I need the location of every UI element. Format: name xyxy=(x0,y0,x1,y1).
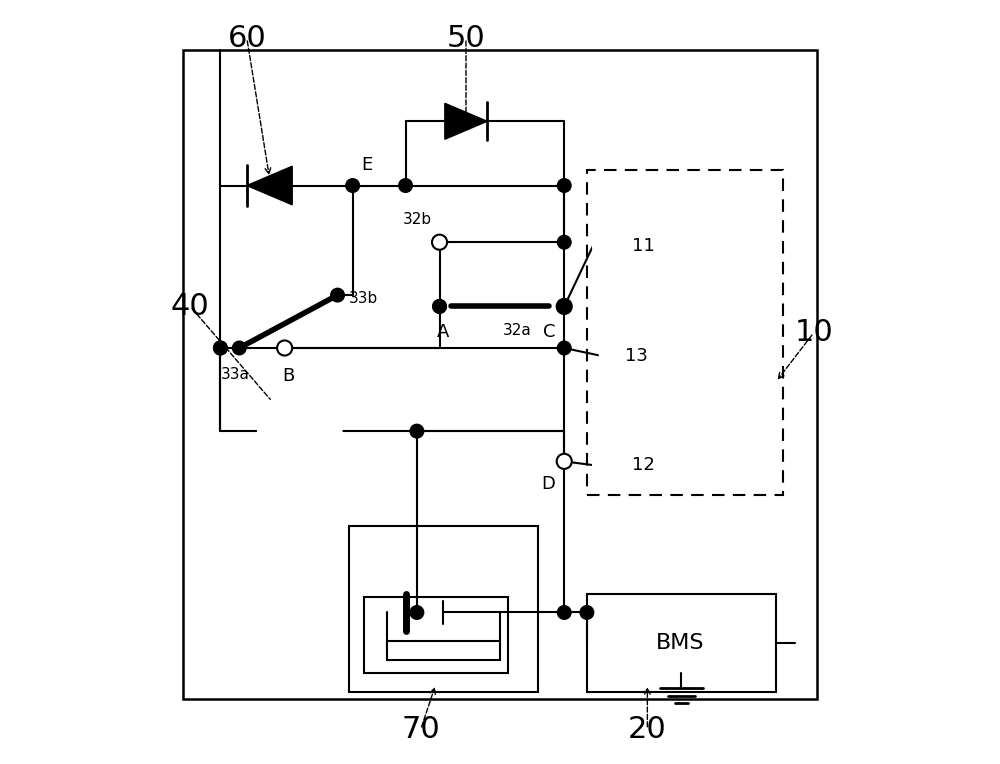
Circle shape xyxy=(600,346,619,365)
Circle shape xyxy=(399,179,412,193)
Bar xyxy=(387,641,500,659)
Circle shape xyxy=(214,342,227,354)
Text: 32b: 32b xyxy=(403,212,432,227)
Circle shape xyxy=(433,299,446,313)
Text: 12: 12 xyxy=(632,456,655,474)
Text: BMS: BMS xyxy=(656,633,704,652)
Circle shape xyxy=(258,390,341,473)
Text: 60: 60 xyxy=(227,24,266,53)
Polygon shape xyxy=(247,167,292,205)
Text: C: C xyxy=(543,323,555,341)
Text: 32a: 32a xyxy=(503,323,531,338)
Text: 33b: 33b xyxy=(349,291,378,306)
Bar xyxy=(183,50,817,699)
Text: −: − xyxy=(602,456,617,474)
Bar xyxy=(364,597,508,673)
Circle shape xyxy=(557,179,571,193)
Text: A: A xyxy=(437,323,450,341)
Text: 10: 10 xyxy=(794,319,833,348)
Circle shape xyxy=(331,288,344,302)
Polygon shape xyxy=(445,103,487,139)
Circle shape xyxy=(346,179,359,193)
Circle shape xyxy=(433,299,446,313)
Circle shape xyxy=(557,606,571,620)
Text: 11: 11 xyxy=(632,237,655,255)
Text: D: D xyxy=(541,475,555,493)
Circle shape xyxy=(232,342,246,354)
Circle shape xyxy=(557,342,571,354)
Text: B: B xyxy=(282,367,295,385)
Circle shape xyxy=(214,342,227,354)
Text: 33a: 33a xyxy=(221,367,250,382)
Circle shape xyxy=(410,424,424,438)
Circle shape xyxy=(557,235,571,249)
Text: 70: 70 xyxy=(401,715,440,744)
Circle shape xyxy=(277,341,292,355)
Text: +: + xyxy=(602,237,617,255)
Text: M: M xyxy=(290,419,310,443)
Text: 40: 40 xyxy=(171,292,210,321)
Circle shape xyxy=(593,229,626,263)
Text: 13: 13 xyxy=(625,347,648,364)
Circle shape xyxy=(580,606,594,620)
Circle shape xyxy=(557,299,572,314)
Circle shape xyxy=(593,448,626,482)
Text: 50: 50 xyxy=(447,24,485,53)
Circle shape xyxy=(432,235,447,250)
Circle shape xyxy=(410,606,424,620)
Text: 20: 20 xyxy=(628,715,667,744)
Circle shape xyxy=(557,454,572,469)
Bar xyxy=(349,526,538,692)
Bar xyxy=(587,170,783,495)
Text: E: E xyxy=(362,156,373,174)
Bar xyxy=(587,594,776,692)
Circle shape xyxy=(557,299,571,313)
